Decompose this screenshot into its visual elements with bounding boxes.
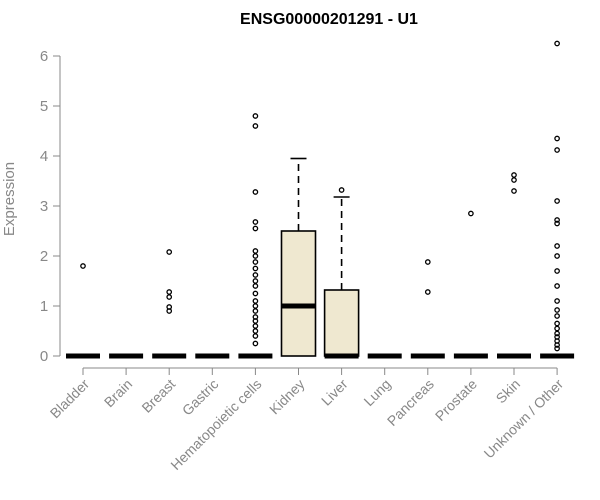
y-tick-label-0: 0 (40, 348, 48, 365)
x-tick-label-0: Bladder (47, 376, 93, 422)
outlier-4-21 (252, 340, 259, 347)
y-tick-label-6: 6 (40, 48, 48, 65)
outlier-4-15 (252, 308, 259, 314)
box-group-9 (453, 210, 488, 359)
y-tick-label-5: 5 (40, 98, 48, 115)
box-group-2 (152, 249, 187, 359)
outlier-10-2 (511, 188, 517, 194)
outlier-11-19 (554, 345, 560, 352)
outlier-11-1 (554, 135, 560, 142)
x-tick-label-3: Gastric (179, 376, 222, 419)
outlier-11-8 (554, 268, 560, 274)
outlier-11-3 (554, 198, 560, 204)
outlier-4-7 (252, 259, 259, 265)
box-group-0 (66, 263, 100, 359)
outlier-4-9 (252, 272, 259, 278)
x-tick-label-2: Breast (138, 376, 178, 416)
outlier-4-6 (252, 253, 259, 259)
outlier-11-2 (554, 147, 560, 153)
outlier-2-2 (166, 294, 173, 300)
outlier-4-8 (252, 265, 259, 272)
outlier-6-0 (338, 187, 345, 193)
outlier-10-1 (511, 177, 517, 183)
box-group-11 (540, 40, 575, 359)
y-axis: 0 1 2 3 4 5 6 (40, 48, 61, 365)
outlier-8-1 (424, 289, 431, 295)
outlier-4-5 (252, 248, 259, 254)
outlier-4-3 (252, 219, 259, 225)
x-tick-label-10: Skin (493, 376, 524, 407)
outlier-4-0 (252, 113, 259, 119)
outlier-2-4 (166, 308, 173, 314)
box-5 (280, 230, 317, 357)
outlier-11-11 (554, 307, 560, 313)
outlier-11-13 (554, 320, 560, 327)
box-group-8 (410, 259, 445, 359)
outlier-4-1 (252, 123, 259, 129)
outlier-4-4 (252, 225, 259, 232)
box-group-5 (280, 157, 317, 357)
outlier-11-10 (554, 298, 560, 304)
box-group-6 (323, 187, 360, 359)
outlier-11-7 (554, 253, 560, 259)
outlier-4-12 (252, 290, 259, 297)
outlier-10-0 (511, 172, 517, 178)
outlier-4-20 (252, 333, 259, 339)
outlier-11-12 (554, 313, 560, 319)
outlier-11-5 (554, 220, 560, 227)
outlier-11-0 (554, 40, 560, 47)
outlier-11-9 (554, 283, 560, 289)
x-tick-label-1: Brain (101, 376, 135, 410)
x-tick-label-8: Pancreas (384, 376, 437, 429)
box-group-10 (497, 172, 531, 359)
outlier-4-2 (252, 189, 259, 195)
x-tick-label-9: Prostate (432, 376, 480, 424)
outlier-4-19 (252, 328, 259, 334)
outlier-11-4 (554, 217, 560, 223)
outlier-0-0 (80, 263, 86, 269)
outlier-11-15 (554, 330, 560, 337)
y-tick-label-4: 4 (40, 148, 48, 165)
outlier-4-14 (252, 303, 259, 309)
outlier-2-1 (166, 289, 173, 295)
y-tick-label-3: 3 (40, 198, 48, 215)
y-tick-label-1: 1 (40, 298, 48, 315)
x-tick-label-6: Liver (318, 376, 351, 409)
x-tick-label-11: Unknown / Other (481, 376, 567, 462)
outlier-4-13 (252, 298, 259, 304)
box-group-4 (238, 113, 273, 359)
outlier-8-0 (424, 259, 431, 265)
outlier-11-6 (554, 243, 560, 249)
outlier-4-10 (252, 278, 259, 284)
outlier-2-0 (166, 249, 173, 255)
plot-area (66, 40, 575, 359)
outlier-4-18 (252, 323, 259, 329)
outlier-11-18 (554, 342, 560, 348)
x-tick-label-7: Lung (360, 376, 393, 409)
x-tick-label-5: Kidney (266, 376, 308, 418)
box-6 (323, 289, 360, 357)
outlier-4-11 (252, 283, 259, 289)
y-tick-label-2: 2 (40, 248, 48, 265)
outlier-9-0 (468, 210, 474, 217)
y-axis-label: Expression (1, 162, 18, 236)
outlier-11-14 (554, 325, 560, 332)
chart-title: ENSG00000201291 - U1 (240, 11, 418, 28)
